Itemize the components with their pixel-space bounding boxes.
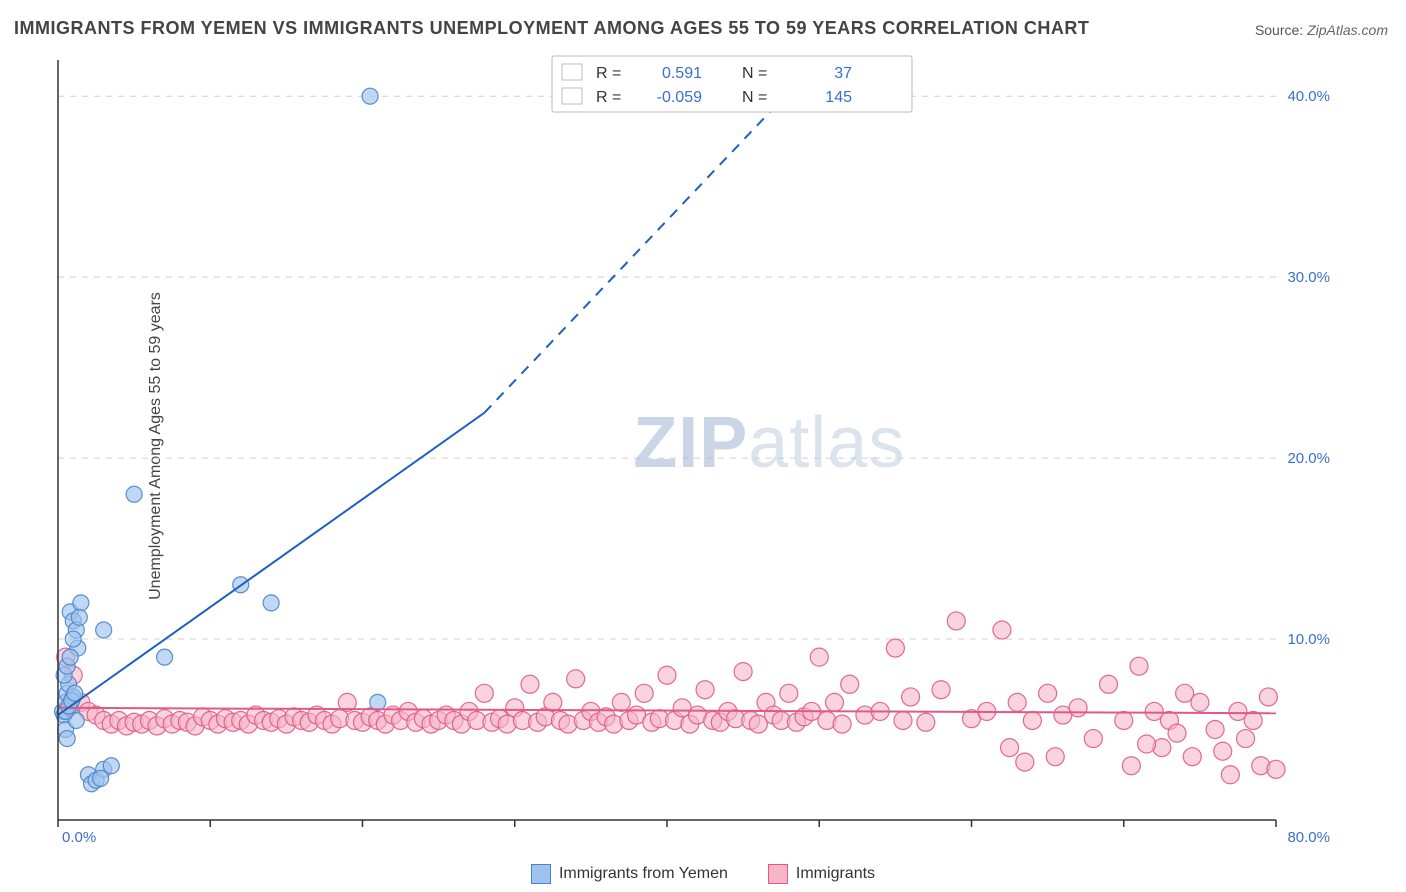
data-point	[475, 684, 493, 702]
stats-r-label: R =	[596, 89, 621, 106]
data-point	[1237, 730, 1255, 748]
data-point	[841, 675, 859, 693]
data-point	[126, 486, 142, 502]
data-point	[902, 688, 920, 706]
data-point	[1183, 748, 1201, 766]
stats-n-value: 37	[834, 65, 852, 82]
data-point	[544, 693, 562, 711]
data-point	[635, 684, 653, 702]
source-label: Source:	[1255, 22, 1303, 38]
legend-item: Immigrants from Yemen	[531, 864, 728, 884]
data-point	[1115, 711, 1133, 729]
stats-r-value: -0.059	[657, 89, 702, 106]
legend-swatch	[768, 864, 788, 884]
data-point	[1069, 699, 1087, 717]
trendline-yemen-dashed	[484, 60, 819, 413]
series-immigrants	[57, 612, 1285, 784]
source-value: ZipAtlas.com	[1307, 22, 1388, 38]
data-point	[362, 88, 378, 104]
legend: Immigrants from Yemen Immigrants	[0, 864, 1406, 884]
data-point	[734, 663, 752, 681]
data-point	[1016, 753, 1034, 771]
data-point	[1023, 711, 1041, 729]
data-point	[612, 693, 630, 711]
watermark: ZIPatlas	[633, 403, 905, 483]
data-point	[65, 631, 81, 647]
data-point	[1191, 693, 1209, 711]
data-point	[71, 609, 87, 625]
data-point	[1122, 757, 1140, 775]
data-point	[810, 648, 828, 666]
data-point	[886, 639, 904, 657]
data-point	[370, 694, 386, 710]
data-point	[1008, 693, 1026, 711]
data-point	[833, 715, 851, 733]
data-point	[696, 681, 714, 699]
stats-swatch	[562, 64, 582, 80]
data-point	[62, 649, 78, 665]
data-point	[1001, 739, 1019, 757]
data-point	[1084, 730, 1102, 748]
legend-swatch	[531, 864, 551, 884]
data-point	[917, 713, 935, 731]
legend-item: Immigrants	[768, 864, 875, 884]
y-tick-label: 40.0%	[1287, 88, 1330, 105]
data-point	[96, 622, 112, 638]
y-tick-label: 30.0%	[1287, 269, 1330, 286]
data-point	[1168, 724, 1186, 742]
legend-label: Immigrants	[796, 865, 875, 883]
data-point	[93, 770, 109, 786]
y-tick-label: 20.0%	[1287, 450, 1330, 467]
data-point	[567, 670, 585, 688]
data-point	[1267, 760, 1285, 778]
data-point	[1244, 711, 1262, 729]
data-point	[932, 681, 950, 699]
series-immigrants-from-yemen	[55, 88, 386, 792]
stats-n-label: N =	[742, 89, 767, 106]
data-point	[1039, 684, 1057, 702]
source-attribution: Source: ZipAtlas.com	[1255, 22, 1388, 38]
data-point	[157, 649, 173, 665]
data-point	[1138, 735, 1156, 753]
data-point	[73, 595, 89, 611]
plot-area: 10.0% 20.0% 30.0% 40.0% ZIPatlas 0.0% 80.0% R =…	[48, 50, 1336, 852]
legend-label: Immigrants from Yemen	[559, 865, 728, 883]
data-point	[993, 621, 1011, 639]
data-point	[521, 675, 539, 693]
data-point	[1214, 742, 1232, 760]
stats-r-value: 0.591	[662, 65, 702, 82]
stats-swatch	[562, 88, 582, 104]
data-point	[947, 612, 965, 630]
data-point	[1046, 748, 1064, 766]
data-point	[658, 666, 676, 684]
stats-r-label: R =	[596, 65, 621, 82]
data-point	[103, 758, 119, 774]
data-point	[59, 731, 75, 747]
grid	[58, 96, 1276, 639]
stats-box: R = 0.591 N = 37 R = -0.059 N = 145	[552, 56, 912, 112]
chart-title: IMMIGRANTS FROM YEMEN VS IMMIGRANTS UNEM…	[14, 18, 1089, 39]
data-point	[263, 595, 279, 611]
data-point	[1259, 688, 1277, 706]
data-point	[825, 693, 843, 711]
data-point	[1206, 721, 1224, 739]
stats-n-value: 145	[825, 89, 852, 106]
data-point	[1130, 657, 1148, 675]
data-point	[894, 711, 912, 729]
data-point	[1100, 675, 1118, 693]
scatter-chart: 10.0% 20.0% 30.0% 40.0% ZIPatlas 0.0% 80.0% R =…	[48, 50, 1336, 852]
data-point	[1221, 766, 1239, 784]
y-tick-label: 10.0%	[1287, 631, 1330, 648]
x-end-label: 80.0%	[1287, 829, 1330, 846]
data-point	[780, 684, 798, 702]
stats-n-label: N =	[742, 65, 767, 82]
x-origin-label: 0.0%	[62, 829, 96, 846]
